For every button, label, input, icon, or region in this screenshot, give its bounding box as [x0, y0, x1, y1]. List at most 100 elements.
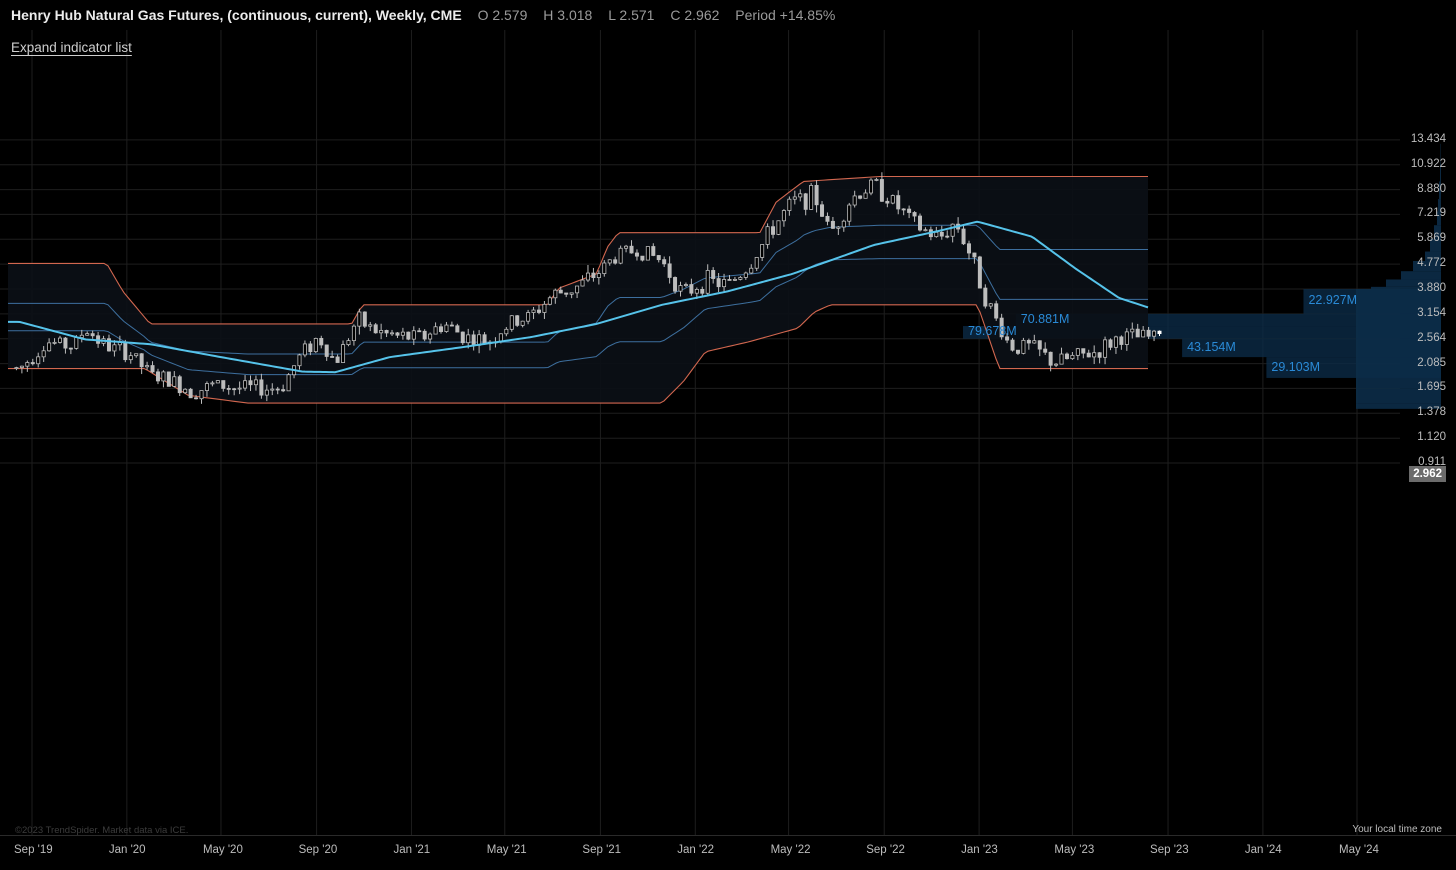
candle-body	[188, 388, 193, 399]
candle-body	[1059, 353, 1064, 365]
candle-body	[1043, 348, 1048, 353]
close-label: C	[670, 7, 681, 23]
expand-indicator-list-link[interactable]: Expand indicator list	[11, 40, 132, 55]
candle-body	[270, 388, 275, 391]
candle-body	[1075, 348, 1080, 356]
candle-body	[194, 397, 199, 400]
candle-body	[150, 365, 155, 373]
last-price-badge: 2.962	[1409, 466, 1446, 482]
candle-body	[526, 312, 531, 322]
volume-profile-slice	[1434, 225, 1441, 239]
candle-body	[1081, 348, 1086, 354]
x-tick-label: Sep '19	[14, 844, 53, 856]
candle-body	[128, 355, 133, 361]
candle-body	[384, 330, 389, 334]
candle-body	[1097, 352, 1102, 358]
candle-body	[449, 324, 454, 327]
candle-body	[428, 333, 433, 340]
candle-body	[297, 354, 302, 367]
x-tick-label: May '21	[486, 844, 527, 856]
candle-body	[820, 204, 825, 217]
volume-profile-label: 29.103M	[1271, 359, 1321, 374]
candle-body	[673, 277, 678, 292]
candle-body	[999, 317, 1004, 338]
moving-average	[8, 220, 1149, 374]
x-tick-label: Jan '24	[1244, 844, 1282, 856]
candle-body	[253, 379, 258, 386]
y-tick-label: 1.378	[1417, 406, 1446, 419]
candle-body	[161, 371, 166, 382]
candle-body	[1146, 329, 1151, 337]
candle-body	[275, 388, 280, 391]
candle-body	[754, 257, 759, 269]
candle-body	[651, 246, 656, 256]
candle-body	[155, 371, 160, 382]
candle-body	[1064, 353, 1069, 360]
candle-body	[803, 193, 808, 210]
timezone-label[interactable]: Your local time zone	[1352, 824, 1442, 835]
candle-body	[972, 252, 977, 258]
candle-body	[575, 285, 580, 294]
candle-body	[945, 235, 950, 238]
candle-body	[30, 362, 35, 365]
volume-profile-slice	[1356, 388, 1441, 404]
candle-body	[983, 287, 988, 307]
candle-body	[645, 246, 650, 261]
volume-profile-slice	[1438, 199, 1441, 212]
volume-profile-slice	[1356, 403, 1441, 409]
candle-body	[1048, 351, 1053, 366]
y-tick-label: 8.880	[1417, 182, 1446, 195]
candle-body	[1026, 339, 1031, 344]
candle-body	[63, 337, 68, 349]
open-value: 2.579	[492, 7, 528, 23]
y-tick-label: 1.120	[1417, 431, 1446, 444]
candle-body	[346, 340, 351, 346]
y-tick-label: 2.085	[1417, 356, 1446, 369]
candle-body	[1010, 339, 1015, 351]
candle-body	[716, 278, 721, 288]
candle-body	[1037, 340, 1042, 350]
candle-body	[515, 315, 520, 326]
channel-lower-line	[8, 304, 1148, 404]
candle-body	[558, 289, 563, 294]
candle-body	[509, 315, 514, 330]
candle-body	[1021, 339, 1026, 354]
candle-body	[362, 311, 367, 327]
candle-body	[243, 380, 248, 389]
volume-profile-slice	[1425, 251, 1441, 261]
x-tick-label: May '20	[202, 844, 243, 856]
candle-body	[471, 334, 476, 346]
candle-body	[1130, 328, 1135, 333]
candle-body	[19, 365, 24, 368]
candle-body	[390, 332, 395, 335]
candle-body	[319, 337, 324, 346]
volume-profile-slice	[1439, 181, 1441, 200]
low-value: 2.571	[619, 7, 655, 23]
period-value: +14.85%	[779, 7, 836, 23]
x-tick-label: Jan '22	[677, 844, 714, 856]
candle-body	[847, 204, 852, 222]
volume-profile-slice	[1440, 163, 1441, 182]
x-tick-label: Sep '20	[298, 844, 338, 856]
candle-body	[221, 380, 226, 389]
x-tick-label: Jan '20	[108, 844, 146, 856]
candle-body	[112, 344, 117, 352]
candle-body	[1124, 331, 1129, 345]
candle-body	[177, 376, 182, 394]
x-tick-label: Jan '21	[393, 844, 431, 856]
candle-body	[1103, 339, 1108, 358]
candle-body	[863, 192, 868, 199]
candle-body	[531, 309, 536, 313]
candle-body	[917, 215, 922, 231]
candle-body	[879, 179, 884, 202]
candle-body	[68, 347, 73, 350]
candle-body	[994, 303, 999, 319]
candle-body	[896, 195, 901, 210]
y-tick-label: 5.869	[1417, 232, 1446, 245]
candle-body	[520, 320, 525, 326]
x-tick-label: Sep '21	[582, 844, 622, 856]
candle-body	[760, 244, 765, 258]
candle-body	[52, 341, 57, 344]
candle-body	[564, 292, 569, 295]
